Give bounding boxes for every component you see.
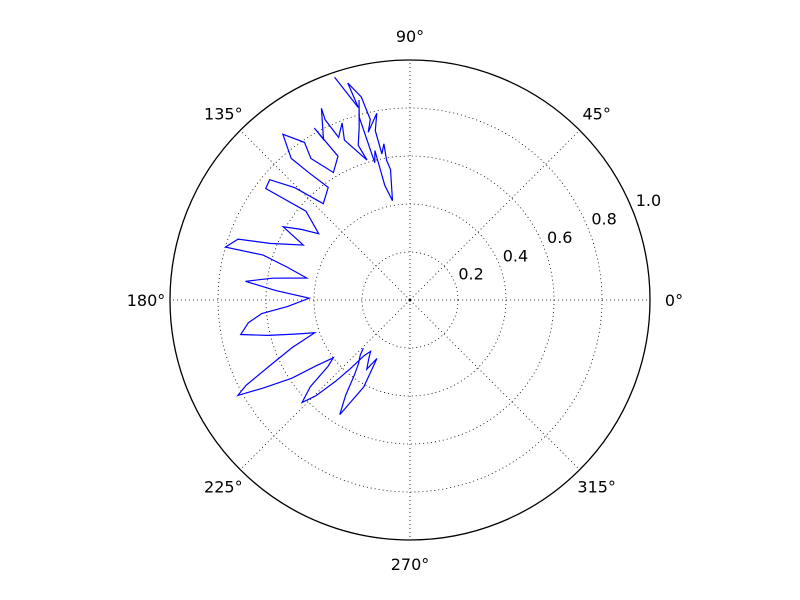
theta-gridline [240, 299, 411, 470]
theta-gridline [409, 299, 580, 470]
r-tick-label: 0.4 [503, 246, 528, 265]
theta-tick-label: 315° [577, 478, 616, 497]
series-layer [223, 76, 394, 415]
r-tick-label: 0.2 [458, 265, 483, 284]
data-series-line [223, 76, 394, 415]
theta-tick-label: 180° [127, 291, 166, 310]
theta-tick-label: 225° [204, 478, 243, 497]
theta-tick-label: 270° [391, 555, 430, 574]
theta-gridline [409, 130, 580, 301]
theta-tick-label: 135° [204, 104, 243, 123]
theta-tick-label: 90° [396, 27, 424, 46]
tick-labels-layer: 0.2 0.4 0.6 0.8 1.0 0° 45° 90° 135° 180° 225° 270° 3… [127, 27, 683, 574]
origin-marker [408, 298, 412, 302]
r-tick-label: 0.6 [547, 228, 572, 247]
r-tick-label: 0.8 [591, 210, 616, 229]
theta-tick-label: 0° [665, 291, 683, 310]
theta-gridline [240, 130, 411, 301]
polar-frame [169, 59, 651, 541]
theta-tick-label: 45° [582, 104, 610, 123]
r-tick-label: 1.0 [636, 191, 661, 210]
grid-layer [170, 60, 650, 540]
